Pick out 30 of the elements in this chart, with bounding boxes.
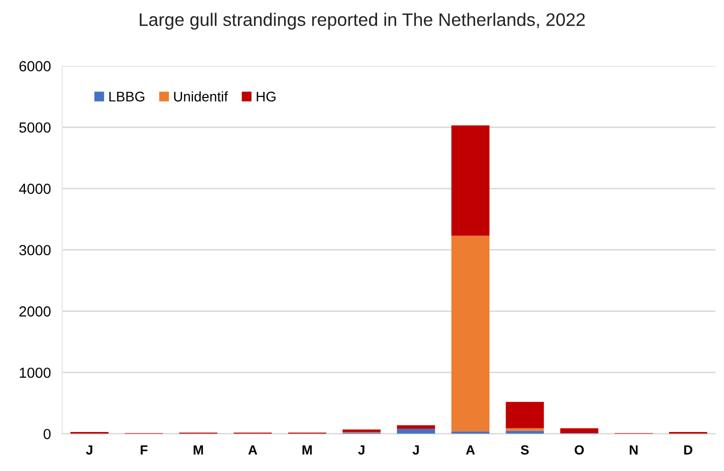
chart-title: Large gull strandings reported in The Netherlands, 2022: [140, 12, 585, 30]
legend-label: LBBG: [109, 92, 144, 102]
x-tick-label: J: [86, 445, 92, 455]
bar: [506, 430, 544, 434]
x-tick-label: J: [412, 445, 419, 455]
y-tick-label: 6000: [19, 61, 51, 72]
x-tick-label: M: [302, 445, 312, 454]
x-tick-label: O: [574, 445, 584, 455]
y-tick-label: 2000: [19, 306, 51, 317]
x-tick-label: J: [358, 445, 364, 455]
bar: [396, 425, 436, 429]
y-tick-label: 4000: [19, 184, 51, 194]
bar: [560, 428, 598, 434]
x-tick-label: A: [466, 445, 475, 454]
x-tick-label: A: [248, 445, 258, 454]
x-tick-label: N: [630, 445, 638, 454]
bar: [451, 125, 490, 236]
bar: [451, 236, 490, 432]
legend-label: Unidentif: [174, 91, 228, 102]
x-tick-label: F: [140, 445, 148, 454]
x-tick-label: D: [684, 445, 692, 454]
y-tick-label: 3000: [19, 244, 51, 256]
y-tick-label: 0: [44, 428, 51, 440]
legend-label: HG: [256, 92, 276, 102]
x-tick-label: S: [520, 445, 529, 455]
x-tick-label: M: [194, 445, 203, 454]
bar: [396, 428, 436, 434]
bar: [506, 402, 544, 428]
y-tick-label: 1000: [20, 368, 51, 378]
y-tick-label: 5000: [19, 122, 51, 133]
